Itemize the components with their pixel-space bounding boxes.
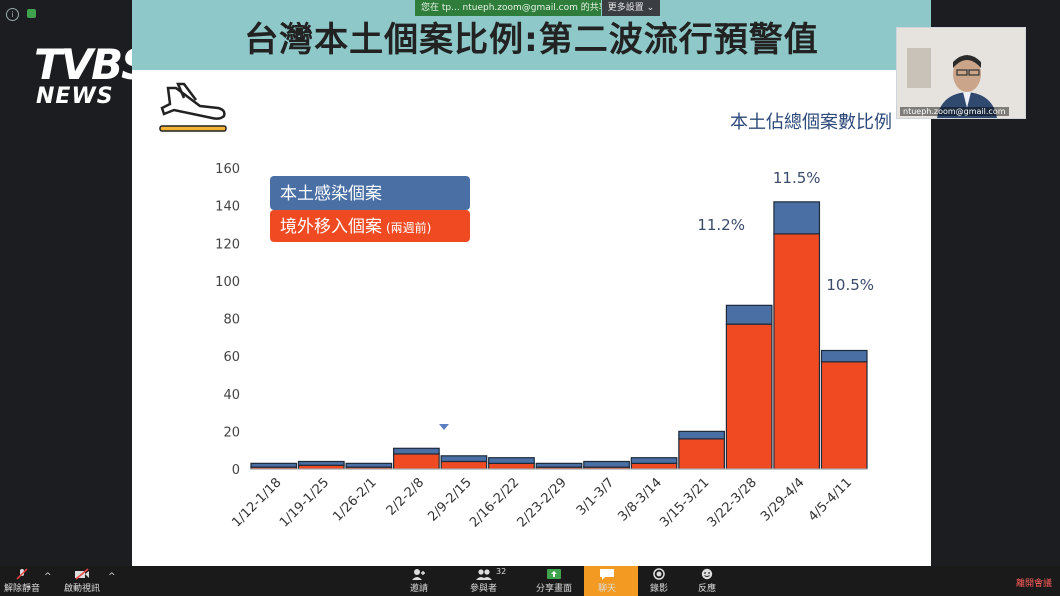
reactions-label: 反應: [698, 584, 717, 594]
info-icon[interactable]: i: [6, 8, 19, 21]
x-tick-label: 3/1-3/7: [574, 475, 618, 519]
bar-imported: [393, 453, 440, 470]
record-label: 錄影: [650, 584, 669, 594]
chevron-up-icon: ^: [108, 572, 116, 582]
bar-imported: [773, 233, 821, 470]
smiley-icon: [701, 568, 713, 580]
mute-label: 解除靜音: [4, 584, 41, 594]
share-more-menu[interactable]: 更多設置 ⌄: [602, 0, 660, 16]
bar-local: [393, 447, 440, 455]
x-tick-label: 3/8-3/14: [616, 475, 665, 524]
participants-button[interactable]: 參與者: [470, 568, 497, 594]
percent-annotation: 10.5%: [826, 276, 874, 294]
video-button[interactable]: 啟動視訊: [64, 568, 100, 594]
participants-count: 32: [496, 567, 507, 576]
y-tick-label: 60: [223, 350, 240, 365]
y-tick-label: 0: [232, 463, 240, 478]
x-tick-label: 3/29-4/4: [758, 475, 807, 524]
bar-local: [773, 201, 821, 235]
leave-meeting-button[interactable]: 離開會議: [1016, 579, 1053, 589]
x-tick-label: 2/2-2/8: [384, 475, 428, 519]
x-tick-label: 1/12-1/18: [229, 475, 284, 530]
legend-swatch-imported: [270, 210, 470, 242]
lock-icon[interactable]: [27, 9, 36, 18]
x-tick-label: 2/9-2/15: [425, 475, 474, 524]
bar-local: [297, 460, 345, 466]
share-screen-label: 分享畫面: [536, 584, 573, 594]
share-screen-button[interactable]: 分享畫面: [536, 568, 572, 594]
legend-label-local: 本土感染個案: [280, 184, 382, 204]
percent-annotation: 11.2%: [697, 216, 745, 234]
video-label: 啟動視訊: [64, 584, 101, 594]
x-tick-label: 2/16-2/22: [467, 475, 522, 530]
x-tick-label: 3/22-3/28: [705, 475, 760, 530]
percent-annotation: 11.5%: [773, 169, 821, 187]
y-tick-label: 100: [215, 275, 240, 290]
video-off-icon: [75, 568, 89, 580]
meeting-toolbar: 解除靜音 ^ 啟動視訊 ^ 邀請 參與者 32 分享畫面 聊天 錄影 反應: [0, 566, 1060, 596]
chart-subtitle: 本土佔總個案數比例: [730, 112, 892, 133]
y-tick-label: 40: [223, 388, 240, 403]
bar-local: [488, 457, 535, 464]
y-tick-label: 160: [215, 162, 240, 177]
mic-off-icon: [16, 568, 28, 580]
bar-imported: [725, 323, 773, 470]
bar-local: [725, 304, 773, 325]
share-screen-icon: [547, 569, 561, 579]
bar-imported: [488, 462, 535, 470]
chat-label: 聊天: [598, 584, 617, 594]
bar-local: [345, 462, 393, 468]
share-banner[interactable]: 您在 tp... ntueph.zoom@gmail.com 的共享: [415, 0, 601, 16]
y-tick-label: 140: [215, 200, 240, 215]
chart-legend: 本土感染個案 境外移入個案 (兩週前): [270, 176, 470, 242]
x-tick-label: 1/19-1/25: [277, 475, 332, 530]
video-options-chevron[interactable]: ^: [108, 572, 116, 582]
record-button[interactable]: 錄影: [650, 568, 668, 594]
bar-local: [535, 462, 583, 468]
mute-button[interactable]: 解除靜音: [4, 568, 40, 594]
y-tick-label: 20: [223, 425, 240, 440]
add-person-icon: [412, 569, 425, 580]
chevron-up-icon: ^: [44, 572, 52, 582]
x-tick-label: 1/26-2/1: [330, 475, 379, 524]
slide-title: 台灣本土個案比例:第二波流行預警值: [244, 20, 819, 60]
bar-local: [440, 455, 488, 463]
x-tick-label: 2/23-2/29: [515, 475, 570, 530]
chat-icon: [600, 569, 614, 580]
stacked-bar-chart: 0 20 40 60 80 100 120 140 160 1/12-1/181/19-1/25…: [215, 162, 874, 530]
participants-icon: [475, 569, 492, 580]
bar-imported: [678, 438, 725, 470]
pointer-arrow-icon: [439, 424, 449, 430]
shared-slide: 台灣本土個案比例:第二波流行預警值 您在 tp... ntueph.zoom@g…: [132, 0, 931, 566]
chat-button[interactable]: 聊天: [598, 568, 616, 594]
x-tick-label: 4/5-4/11: [806, 475, 855, 524]
logo-sub-text: NEWS: [36, 84, 114, 109]
y-tick-label: 120: [215, 237, 240, 252]
bar-local: [250, 462, 298, 468]
bar-local: [678, 430, 725, 440]
y-tick-label: 80: [223, 313, 240, 328]
airplane-landing-icon: [159, 82, 227, 132]
speaker-name-label: ntueph.zoom@gmail.com: [900, 107, 1009, 116]
invite-label: 邀請: [410, 584, 429, 594]
bar-local: [820, 349, 868, 363]
bar-local: [583, 460, 630, 468]
bar-imported: [440, 460, 488, 470]
bar-imported: [820, 361, 868, 470]
record-icon: [653, 568, 665, 580]
participants-label: 參與者: [470, 584, 498, 594]
mute-options-chevron[interactable]: ^: [44, 572, 52, 582]
bar-imported: [630, 462, 678, 470]
zoom-status-icons: i: [6, 8, 36, 21]
logo-main-text: TVBS: [34, 40, 151, 89]
legend-label-imported: 境外移入個案 (兩週前): [280, 217, 431, 237]
legend-swatch-local: [270, 176, 470, 210]
invite-button[interactable]: 邀請: [410, 568, 428, 594]
bar-local: [630, 457, 678, 464]
reactions-button[interactable]: 反應: [698, 568, 716, 594]
x-tick-label: 3/15-3/21: [657, 475, 712, 530]
speaker-video[interactable]: ntueph.zoom@gmail.com: [896, 27, 1026, 119]
speaker-avatar: [897, 28, 1025, 118]
